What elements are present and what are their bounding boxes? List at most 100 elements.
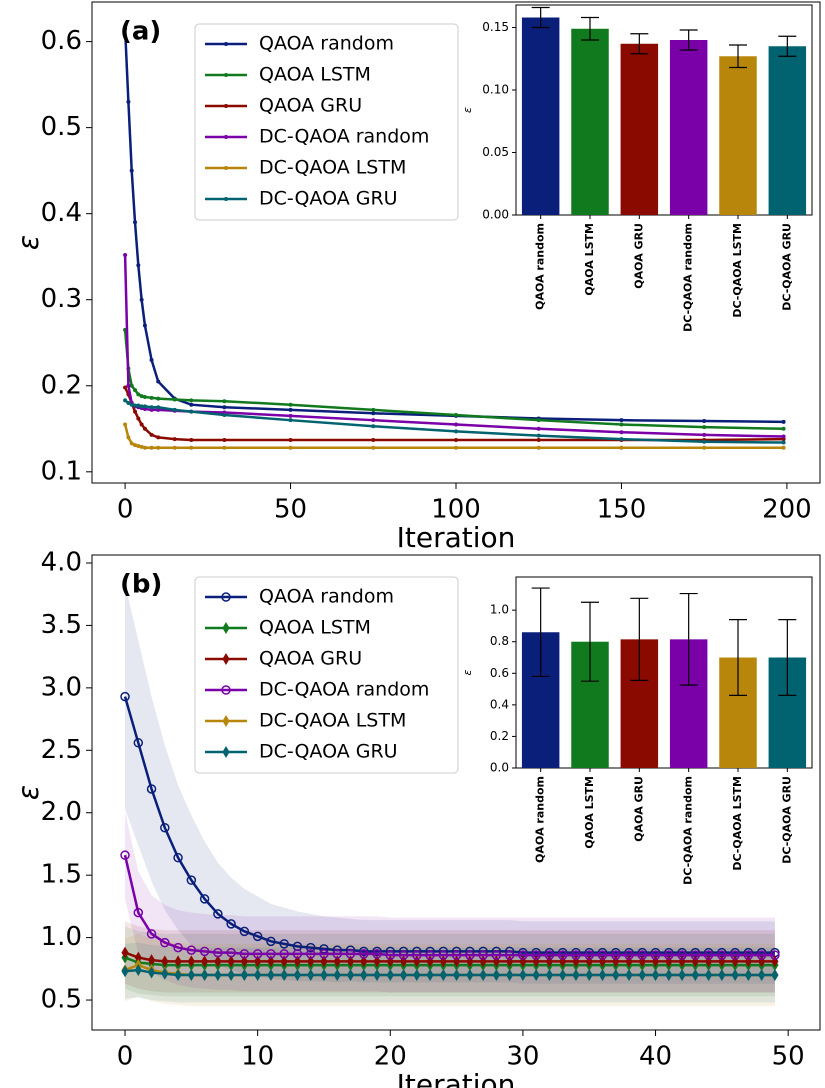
marker: [619, 445, 624, 450]
marker: [624, 950, 634, 960]
marker: [267, 969, 275, 982]
marker: [758, 969, 766, 982]
marker: [149, 357, 154, 362]
marker: [280, 955, 288, 968]
marker: [186, 945, 197, 955]
error-band: [125, 584, 775, 984]
marker: [506, 969, 514, 982]
marker: [224, 73, 228, 77]
marker: [201, 955, 209, 968]
marker: [267, 955, 275, 968]
marker: [133, 403, 138, 408]
legend-label: QAOA GRU: [259, 95, 362, 117]
x-tick-label: 40: [639, 1042, 672, 1072]
marker: [189, 445, 194, 450]
marker: [453, 969, 461, 982]
marker: [305, 949, 316, 959]
legend-label: QAOA LSTM: [259, 617, 371, 639]
y-tick-label: 0.1: [41, 456, 82, 486]
marker: [771, 969, 779, 982]
marker: [227, 955, 235, 968]
marker: [156, 405, 161, 410]
marker: [426, 969, 434, 982]
marker: [129, 168, 134, 173]
y-tick-label: 0.15: [482, 20, 509, 34]
marker: [371, 437, 376, 442]
legend-label: DC-QAOA GRU: [259, 741, 398, 763]
marker: [214, 969, 222, 982]
marker: [536, 418, 541, 423]
marker: [703, 950, 714, 960]
plot-area: [123, 26, 786, 450]
marker: [136, 403, 141, 408]
marker: [345, 949, 356, 959]
marker: [571, 950, 581, 960]
marker: [129, 441, 134, 446]
legend-label: DC-QAOA random: [259, 126, 429, 148]
y-tick-label: 0.2: [490, 729, 509, 743]
legend-label: DC-QAOA LSTM: [259, 710, 406, 732]
x-tick-label: QAOA random: [534, 776, 547, 863]
marker: [134, 964, 142, 977]
inset-frame: [515, 576, 813, 769]
marker: [651, 969, 660, 982]
marker: [320, 969, 328, 982]
y-tick-label: 0.0: [490, 761, 509, 775]
marker: [288, 445, 293, 450]
marker: [584, 950, 594, 960]
marker: [129, 383, 134, 388]
marker: [226, 947, 236, 958]
marker: [133, 409, 138, 414]
marker: [161, 967, 169, 980]
marker: [239, 949, 250, 959]
marker: [222, 445, 227, 450]
marker: [172, 407, 177, 412]
marker: [332, 949, 342, 959]
x-tick-label: DC-QAOA GRU: [780, 223, 793, 311]
marker: [123, 385, 128, 390]
marker: [139, 394, 144, 399]
marker: [142, 445, 147, 450]
marker: [224, 104, 228, 108]
bar: [571, 28, 609, 215]
marker: [292, 949, 303, 959]
marker: [572, 969, 580, 982]
panel-label: (a): [120, 17, 161, 47]
marker: [705, 969, 713, 982]
marker: [691, 955, 699, 968]
marker: [678, 969, 686, 982]
x-tick-label: QAOA random: [534, 223, 547, 310]
y-tick-label: 0.00: [482, 208, 509, 222]
x-tick-label: 50: [274, 495, 307, 525]
marker: [288, 413, 293, 418]
marker: [199, 946, 210, 957]
marker: [664, 950, 674, 960]
x-tick-label: QAOA LSTM: [583, 223, 596, 296]
marker: [142, 323, 147, 328]
marker: [186, 875, 197, 885]
marker: [504, 950, 515, 960]
marker: [744, 969, 752, 982]
marker: [559, 969, 567, 982]
marker: [413, 969, 421, 982]
marker: [702, 439, 707, 444]
inset-frame: [515, 4, 813, 216]
marker: [121, 946, 129, 959]
marker: [174, 955, 182, 968]
marker: [371, 418, 376, 423]
marker: [133, 738, 144, 748]
marker: [536, 445, 541, 450]
marker: [359, 949, 369, 959]
y-tick-label: 0.4: [41, 198, 82, 228]
marker: [239, 926, 250, 937]
y-axis-label: ε: [12, 785, 45, 800]
error-band: [125, 811, 775, 993]
marker: [189, 409, 194, 414]
marker: [121, 965, 129, 978]
bar: [669, 40, 708, 215]
marker: [399, 969, 408, 982]
marker: [254, 955, 262, 968]
marker: [373, 955, 381, 968]
marker: [412, 950, 422, 960]
marker: [288, 407, 293, 412]
